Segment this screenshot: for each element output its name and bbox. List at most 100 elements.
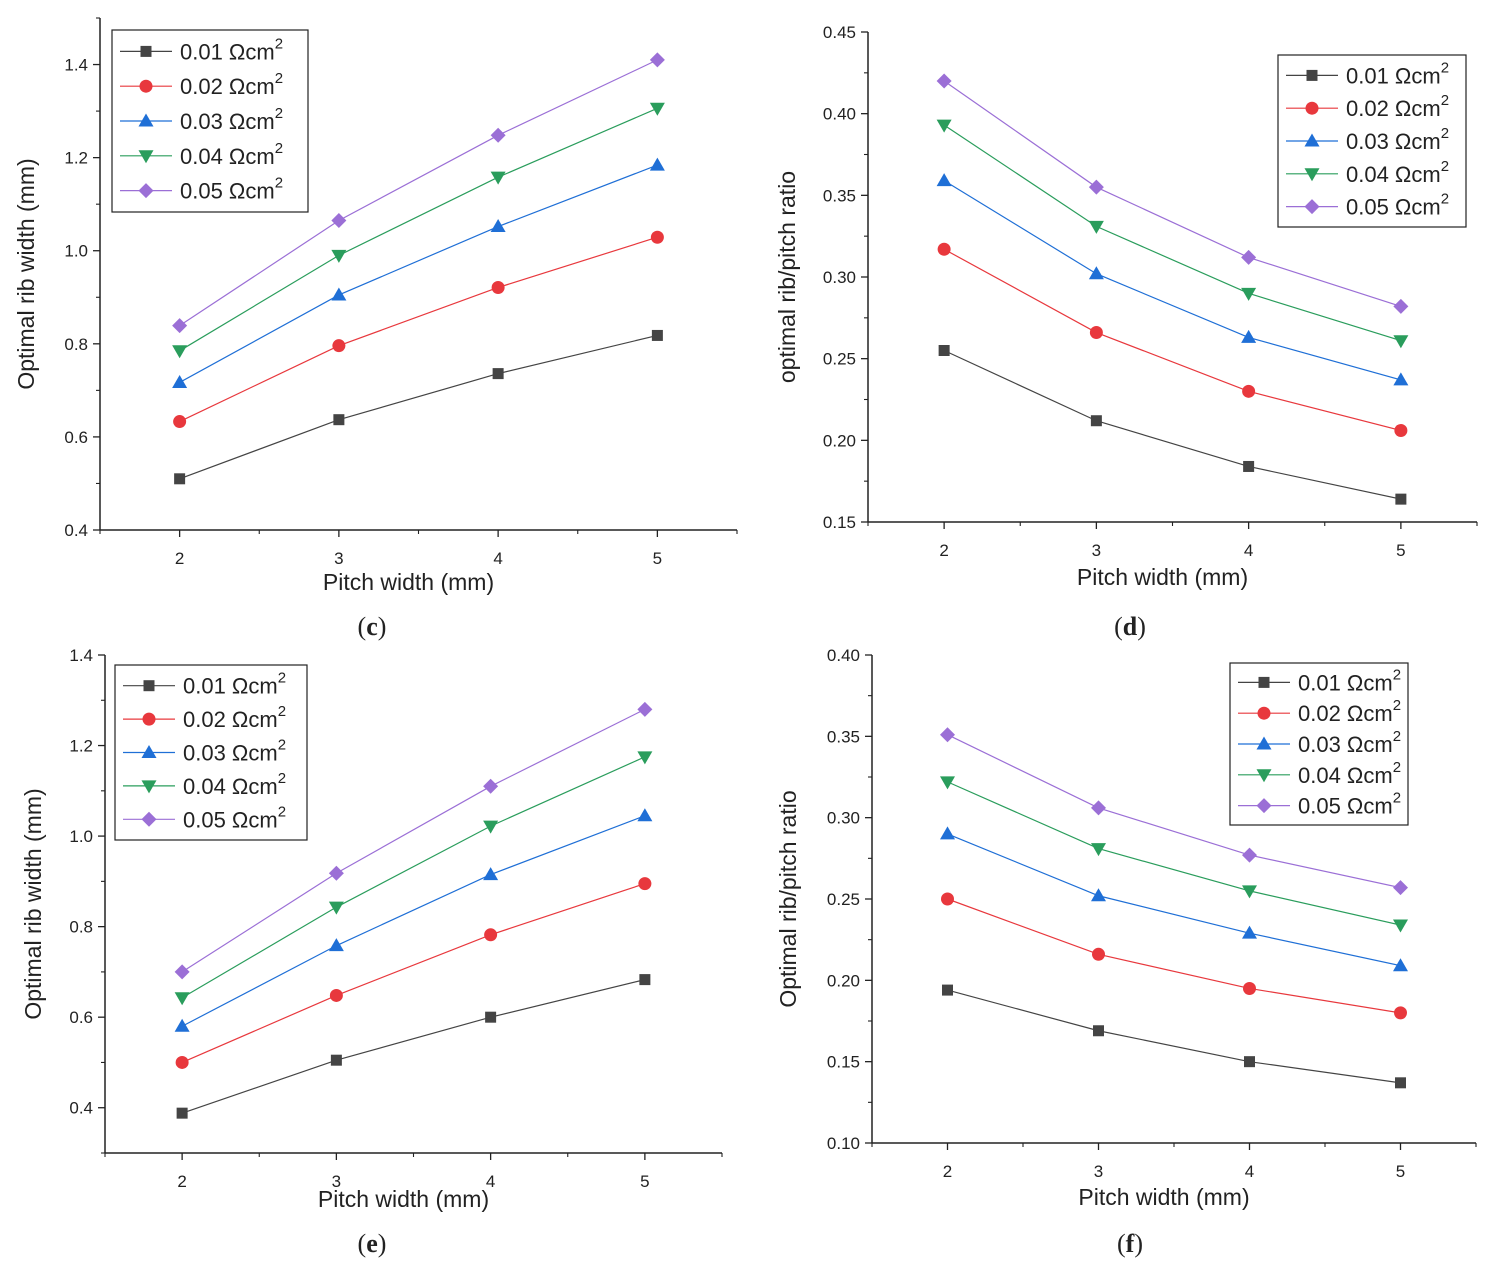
legend-entry: 0.03 Ωcm2 <box>180 105 283 134</box>
data-point <box>1394 1006 1407 1020</box>
legend-marker <box>138 183 154 199</box>
legend-marker <box>138 150 154 164</box>
chart-panel-f: 0.10 0.15 0.20 0.25 0.30 0.35 0.40 2 3 4 5 Pitch wi… <box>775 646 1477 1258</box>
data-point <box>174 964 190 980</box>
data-point <box>331 212 347 228</box>
x-tick-label: 4 <box>1244 541 1253 560</box>
legend-marker <box>138 113 154 127</box>
y-tick-label: 0.10 <box>827 1134 860 1153</box>
x-tick-label: 2 <box>175 549 184 568</box>
data-point <box>638 877 652 891</box>
data-point <box>174 992 190 1006</box>
legend-entry: 0.04 Ωcm2 <box>1298 759 1401 788</box>
data-point <box>483 820 499 834</box>
data-point <box>328 938 344 952</box>
y-tick-label: 0.6 <box>64 428 88 447</box>
panel-caption: (c) <box>358 612 387 641</box>
data-point <box>1394 424 1408 438</box>
legend-entry: 0.02 Ωcm2 <box>183 703 286 732</box>
y-tick-label: 0.40 <box>823 105 856 124</box>
data-point <box>936 73 952 89</box>
legend-entry: 0.03 Ωcm2 <box>1298 728 1401 757</box>
legend-entry: 0.03 Ωcm2 <box>183 737 286 766</box>
data-point <box>649 52 665 68</box>
data-point <box>329 988 343 1002</box>
y-tick-label: 0.8 <box>64 335 88 354</box>
data-point <box>936 173 952 187</box>
x-tick-label: 2 <box>943 1162 952 1181</box>
data-point <box>937 242 951 256</box>
data-point <box>639 974 651 986</box>
legend-marker <box>1256 798 1272 814</box>
legend-entry: 0.05 Ωcm2 <box>180 175 283 204</box>
x-axis-label: Pitch width (mm) <box>1077 564 1248 590</box>
data-point <box>1242 925 1257 939</box>
x-tick-label: 3 <box>1094 1162 1103 1181</box>
data-point <box>1393 958 1408 972</box>
data-point <box>1091 888 1106 902</box>
data-point <box>490 219 506 233</box>
data-point <box>1088 179 1104 195</box>
series-line <box>947 734 1401 889</box>
data-point <box>174 1018 190 1032</box>
legend-entry: 0.04 Ωcm2 <box>183 770 286 799</box>
x-tick-label: 4 <box>1245 1162 1254 1181</box>
y-tick-label: 0.40 <box>827 646 860 665</box>
x-tick-label: 5 <box>1396 1162 1405 1181</box>
data-point <box>1393 919 1408 933</box>
data-point <box>1395 1077 1406 1089</box>
series-line <box>947 781 1401 926</box>
legend-marker <box>1304 133 1320 147</box>
legend-marker <box>1256 736 1272 750</box>
y-tick-label: 0.4 <box>69 1099 93 1118</box>
data-point <box>1242 847 1257 863</box>
y-tick-label: 0.35 <box>827 727 860 746</box>
legend-entry: 0.03 Ωcm2 <box>1346 125 1449 154</box>
x-tick-label: 3 <box>334 549 343 568</box>
legend-entry: 0.05 Ωcm2 <box>183 803 286 832</box>
data-point <box>483 867 499 881</box>
x-tick-label: 5 <box>1396 541 1405 560</box>
series-line <box>179 59 658 327</box>
data-point <box>938 345 950 356</box>
legend-entry: 0.02 Ωcm2 <box>180 70 283 99</box>
legend-marker <box>1256 769 1272 783</box>
data-point <box>1241 287 1257 301</box>
series-line <box>179 164 658 383</box>
y-tick-label: 0.35 <box>823 186 856 205</box>
data-point <box>174 473 186 485</box>
data-point <box>940 776 955 790</box>
data-point <box>1088 266 1104 280</box>
x-tick-label: 3 <box>1092 541 1101 560</box>
series-line <box>943 248 1402 432</box>
data-point <box>940 826 955 840</box>
data-point <box>491 280 505 294</box>
legend-entry: 0.05 Ωcm2 <box>1298 790 1401 819</box>
data-point <box>485 1011 497 1023</box>
data-point <box>936 119 952 133</box>
data-point <box>176 1107 188 1119</box>
data-point <box>1089 326 1103 340</box>
data-point <box>1393 298 1409 314</box>
legend-marker <box>140 45 152 57</box>
panel-caption: (e) <box>358 1229 387 1258</box>
y-tick-label: 0.8 <box>69 918 93 937</box>
legend-entry: 0.02 Ωcm2 <box>1298 697 1401 726</box>
data-point <box>1241 249 1257 265</box>
x-tick-label: 4 <box>486 1172 495 1191</box>
series-line <box>181 883 646 1064</box>
data-point <box>330 1054 342 1066</box>
y-tick-label: 1.2 <box>69 737 93 756</box>
data-point <box>490 127 506 143</box>
series-line <box>181 979 646 1114</box>
y-tick-label: 0.6 <box>69 1008 93 1027</box>
y-tick-label: 0.30 <box>827 809 860 828</box>
data-point <box>1243 460 1255 472</box>
data-point <box>333 414 345 426</box>
series-line <box>179 334 658 480</box>
data-point <box>331 249 347 263</box>
legend-marker <box>141 811 157 827</box>
